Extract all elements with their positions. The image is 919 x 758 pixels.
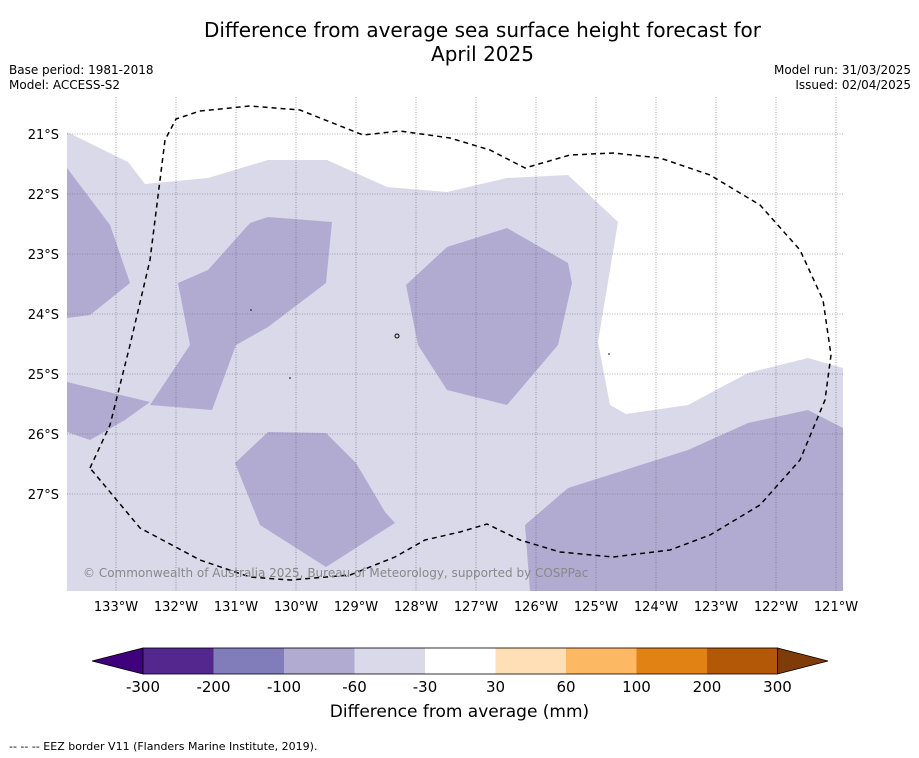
longitude-label: 121°W bbox=[814, 600, 858, 615]
latitude-label: 23°S bbox=[28, 248, 59, 263]
colorbar-segment bbox=[495, 648, 566, 674]
latitude-label: 21°S bbox=[28, 128, 59, 143]
longitude-label: 129°W bbox=[334, 600, 378, 615]
colorbar-segment bbox=[213, 648, 284, 674]
anomaly-region-medium bbox=[235, 432, 395, 567]
colorbar bbox=[91, 647, 829, 675]
colorbar-tick-label: -30 bbox=[413, 678, 438, 696]
latitude-label: 27°S bbox=[28, 488, 59, 503]
title-line-1: Difference from average sea surface heig… bbox=[203, 18, 762, 42]
latitude-label: 24°S bbox=[28, 308, 59, 323]
map-area bbox=[67, 97, 843, 591]
colorbar-tick-label: -100 bbox=[267, 678, 301, 696]
longitude-label: 132°W bbox=[154, 600, 198, 615]
colorbar-tick-labels: -300 -200 -100 -60 -30 30 60 100 200 300 bbox=[126, 678, 792, 696]
title-line-2: April 2025 bbox=[431, 42, 534, 66]
colorbar-segment bbox=[354, 648, 425, 674]
longitude-label: 122°W bbox=[754, 600, 798, 615]
base-period-label: Base period: 1981-2018 bbox=[9, 63, 154, 77]
metadata-right: Model run: 31/03/2025 Issued: 02/04/2025 bbox=[774, 63, 911, 93]
colorbar-segment bbox=[143, 648, 214, 674]
colorbar-segment bbox=[425, 648, 496, 674]
colorbar-segment bbox=[707, 648, 778, 674]
longitude-label: 125°W bbox=[574, 600, 618, 615]
anomaly-region-medium bbox=[67, 168, 130, 318]
eez-border bbox=[89, 105, 832, 581]
longitude-label: 130°W bbox=[274, 600, 318, 615]
colorbar-title: Difference from average (mm) bbox=[329, 702, 590, 722]
latitude-labels: 21°S 22°S 23°S 24°S 25°S 26°S 27°S bbox=[28, 128, 59, 503]
small-islands bbox=[250, 309, 610, 379]
colorbar-tick-label: 200 bbox=[693, 678, 722, 696]
colorbar-tick-label: 300 bbox=[763, 678, 792, 696]
longitude-labels: 133°W 132°W 131°W 130°W 129°W 128°W 127°W 126°W… bbox=[94, 600, 858, 615]
colorbar-tick-label: -300 bbox=[126, 678, 160, 696]
longitude-label: 128°W bbox=[394, 600, 438, 615]
colorbar-segment bbox=[284, 648, 355, 674]
colorbar-tick-label: 100 bbox=[622, 678, 651, 696]
colorbar-segment bbox=[636, 648, 707, 674]
latitude-label: 26°S bbox=[28, 428, 59, 443]
longitude-label: 124°W bbox=[634, 600, 678, 615]
colorbar-tick-label: 30 bbox=[486, 678, 505, 696]
colorbar-extend-high bbox=[777, 647, 829, 675]
colorbar-outline bbox=[142, 647, 778, 675]
model-label: Model: ACCESS-S2 bbox=[9, 78, 121, 92]
metadata-left: Base period: 1981-2018 Model: ACCESS-S2 bbox=[9, 63, 154, 93]
longitude-label: 126°W bbox=[514, 600, 558, 615]
eez-legend-note: -- -- -- EEZ border V11 (Flanders Marine… bbox=[9, 740, 318, 753]
colorbar-tick-label: 60 bbox=[556, 678, 575, 696]
longitude-label: 133°W bbox=[94, 600, 138, 615]
chart-title: Difference from average sea surface heig… bbox=[0, 18, 919, 66]
anomaly-region-medium bbox=[67, 382, 150, 440]
anomaly-region-medium bbox=[406, 228, 572, 405]
colorbar-tick-label: -60 bbox=[342, 678, 367, 696]
longitude-label: 123°W bbox=[694, 600, 738, 615]
colorbar-extend-low bbox=[91, 647, 144, 675]
latitude-label: 25°S bbox=[28, 368, 59, 383]
colorbar-segment bbox=[566, 648, 637, 674]
colorbar-tick-label: -200 bbox=[196, 678, 230, 696]
issued-label: Issued: 02/04/2025 bbox=[795, 78, 911, 92]
latitude-label: 22°S bbox=[28, 188, 59, 203]
longitude-label: 131°W bbox=[214, 600, 258, 615]
anomaly-region-medium bbox=[525, 410, 843, 591]
longitude-label: 127°W bbox=[454, 600, 498, 615]
copyright-notice: © Commonwealth of Australia 2025, Bureau… bbox=[83, 566, 588, 580]
latitude-gridlines bbox=[67, 133, 843, 495]
model-run-label: Model run: 31/03/2025 bbox=[773, 63, 911, 77]
anomaly-region-medium bbox=[150, 217, 332, 410]
